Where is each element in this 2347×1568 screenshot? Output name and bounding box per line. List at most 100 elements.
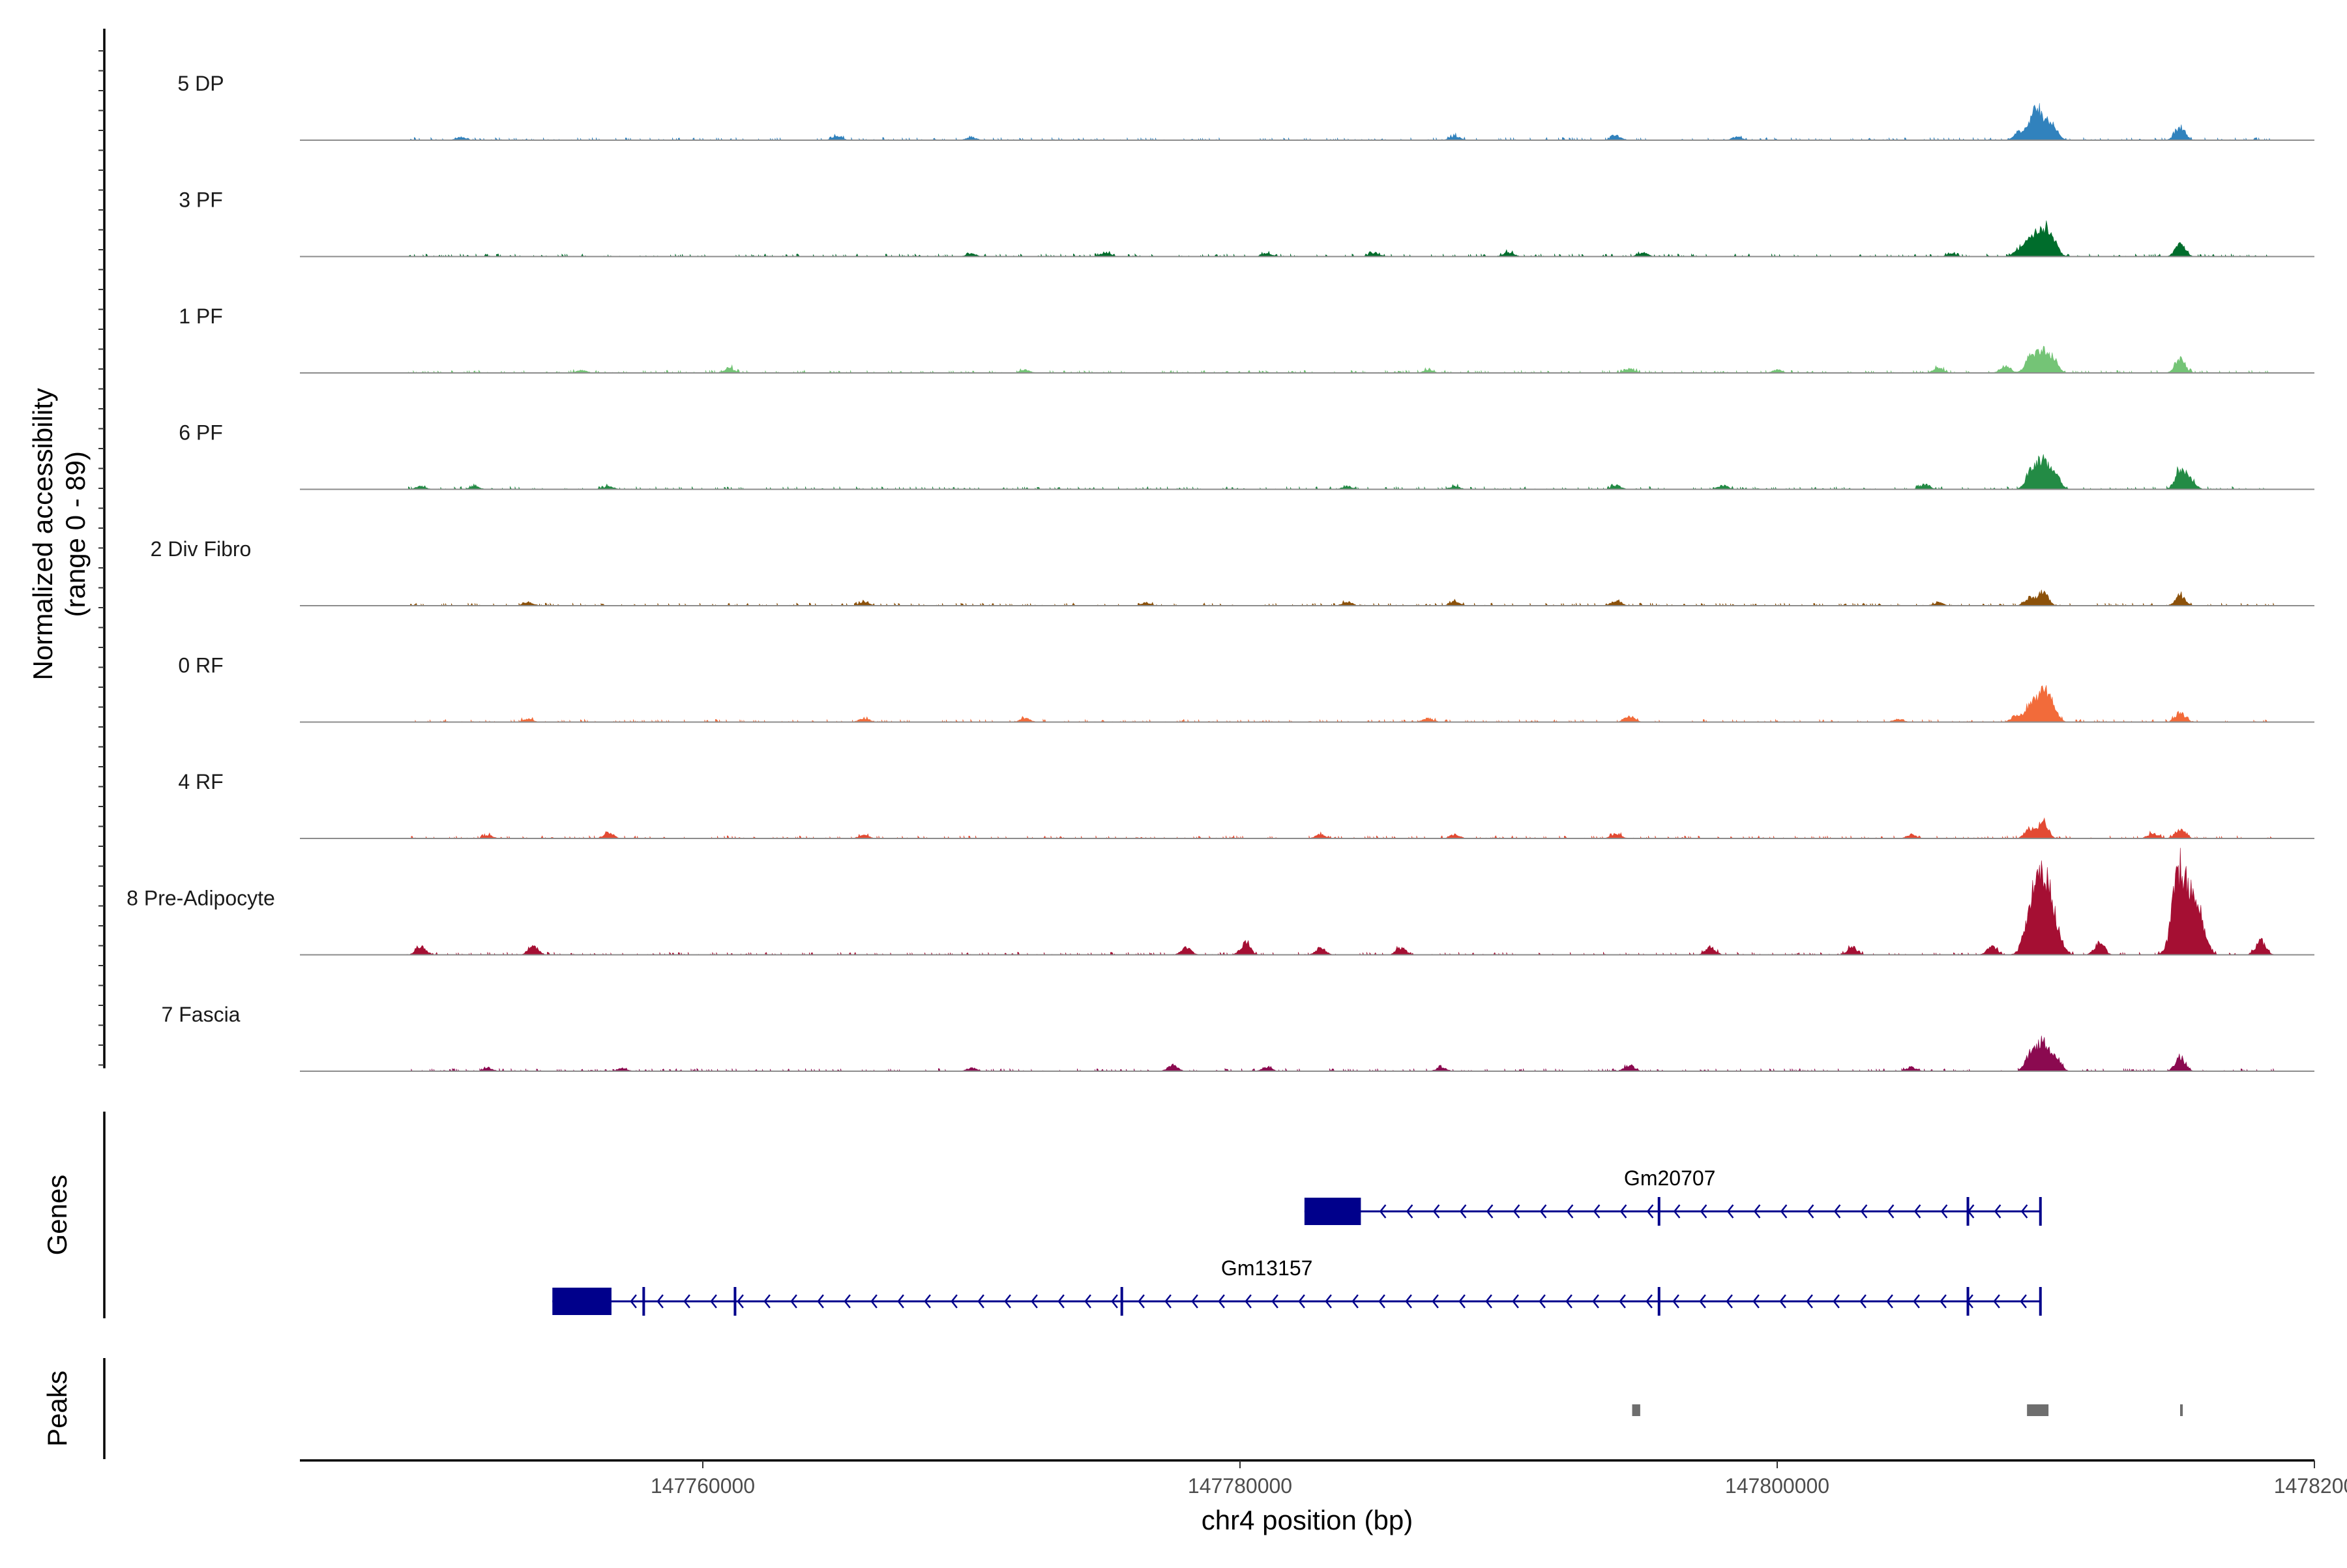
gene-strand-arrow — [1138, 1294, 1145, 1309]
gene-strand-arrow — [1994, 1204, 2001, 1219]
gene-gm20707: Gm20707 — [1304, 1166, 2042, 1226]
peak-region — [2180, 1404, 2183, 1416]
track-7-fascia: 7 Fascia — [162, 1003, 2314, 1072]
gene-utr-block — [1304, 1198, 1361, 1225]
gene-strand-arrow — [1646, 1204, 1654, 1219]
track-coverage-area — [300, 346, 2275, 374]
gene-strand-arrow — [1111, 1294, 1118, 1309]
track-4-rf: 4 RF — [178, 770, 2314, 839]
gene-strand-arrow — [1726, 1294, 1733, 1309]
gene-strand-arrow — [2020, 1204, 2028, 1219]
track-coverage-area — [300, 685, 2275, 722]
track-3-pf: 3 PF — [179, 188, 2314, 258]
gene-strand-arrow — [1940, 1204, 1948, 1219]
gene-strand-arrow — [630, 1294, 637, 1309]
gene-strand-arrow — [1218, 1294, 1225, 1309]
gene-strand-arrow — [1887, 1204, 1895, 1219]
gene-strand-arrow — [1726, 1204, 1734, 1219]
gene-strand-arrow — [763, 1294, 771, 1309]
gene-strand-arrow — [1753, 1204, 1761, 1219]
gene-strand-arrow — [1406, 1204, 1413, 1219]
gene-strand-arrow — [1405, 1294, 1412, 1309]
gene-strand-arrow — [1245, 1294, 1252, 1309]
track-coverage-area — [300, 848, 2275, 955]
gene-strand-arrow — [1592, 1294, 1599, 1309]
gene-strand-arrow — [1779, 1294, 1786, 1309]
gene-strand-arrow — [1298, 1294, 1305, 1309]
gene-strand-arrow — [1325, 1294, 1332, 1309]
track-1-pf: 1 PF — [179, 304, 2314, 374]
gene-strand-arrow — [1700, 1204, 1707, 1219]
gene-strand-arrow — [1646, 1294, 1653, 1309]
gene-strand-arrow — [1619, 1204, 1627, 1219]
gene-strand-arrow — [1752, 1294, 1760, 1309]
gene-label: Gm20707 — [1624, 1166, 1716, 1190]
gene-strand-arrow — [1565, 1294, 1572, 1309]
gene-utr-block — [552, 1288, 612, 1315]
peak-region — [2027, 1404, 2049, 1416]
track-coverage-area — [300, 817, 2275, 839]
gene-strand-arrow — [657, 1294, 664, 1309]
gene-strand-arrow — [737, 1294, 744, 1309]
track-label: 7 Fascia — [162, 1003, 241, 1026]
coverage-tracks: 5 DP 3 PF 1 PF 6 PF 2 Div Fibro 0 RF 4 RF 8 Pre… — [126, 72, 2314, 1072]
track-6-pf: 6 PF — [179, 421, 2314, 490]
gene-strand-arrow — [844, 1294, 851, 1309]
track-label: 1 PF — [179, 304, 223, 328]
gene-strand-arrow — [1513, 1204, 1520, 1219]
gene-strand-arrow — [1780, 1204, 1788, 1219]
gene-strand-arrow — [1833, 1294, 1840, 1309]
peak-track — [103, 1358, 2183, 1459]
gene-strand-arrow — [1860, 1204, 1868, 1219]
gene-strand-arrow — [2020, 1294, 2027, 1309]
gene-strand-arrow — [1057, 1294, 1065, 1309]
track-label: 2 Div Fibro — [151, 537, 252, 561]
gene-strand-arrow — [1379, 1204, 1387, 1219]
track-coverage-area — [300, 103, 2275, 141]
peak-region — [1632, 1404, 1640, 1416]
track-0-rf: 0 RF — [178, 654, 2314, 723]
y-axis-title: Normalized accessibility — [27, 388, 58, 680]
gene-strand-arrow — [1432, 1294, 1439, 1309]
gene-strand-arrow — [1458, 1294, 1466, 1309]
gene-strand-arrow — [1378, 1294, 1385, 1309]
gene-strand-arrow — [870, 1294, 878, 1309]
x-axis: 147760000 147780000 147800000 1478200 — [300, 1459, 2347, 1498]
gene-strand-arrow — [977, 1294, 984, 1309]
gene-strand-arrow — [1432, 1204, 1440, 1219]
gene-strand-arrow — [1191, 1294, 1198, 1309]
gene-strand-arrow — [1940, 1294, 1947, 1309]
gene-strand-arrow — [1004, 1294, 1011, 1309]
gene-strand-arrow — [1619, 1294, 1626, 1309]
track-5-dp: 5 DP — [177, 72, 2314, 141]
gene-strand-arrow — [683, 1294, 690, 1309]
gene-strand-arrow — [1566, 1204, 1574, 1219]
gene-strand-arrow — [1913, 1204, 1921, 1219]
gene-strand-arrow — [1807, 1204, 1814, 1219]
gene-strand-arrow — [1539, 1204, 1547, 1219]
track-label: 6 PF — [179, 421, 223, 445]
gene-strand-arrow — [1031, 1294, 1038, 1309]
gene-strand-arrow — [951, 1294, 958, 1309]
gene-strand-arrow — [1699, 1294, 1706, 1309]
gene-strand-arrow — [790, 1294, 797, 1309]
gene-strand-arrow — [1673, 1204, 1681, 1219]
gene-strand-arrow — [1485, 1294, 1492, 1309]
gene-strand-arrow — [1512, 1294, 1519, 1309]
gene-strand-arrow — [817, 1294, 824, 1309]
track-8-pre-adipocyte: 8 Pre-Adipocyte — [126, 848, 2314, 956]
gene-strand-arrow — [1967, 1204, 1975, 1219]
gene-strand-arrow — [1164, 1294, 1172, 1309]
x-axis-title: chr4 position (bp) — [1202, 1505, 1413, 1535]
y-axis-range: (range 0 - 89) — [60, 451, 91, 617]
gene-label: Gm13157 — [1221, 1256, 1313, 1280]
gene-strand-arrow — [1459, 1204, 1467, 1219]
track-coverage-area — [300, 1035, 2275, 1072]
genes-axis-title: Genes — [42, 1175, 72, 1256]
track-coverage-area — [300, 454, 2275, 490]
peaks-axis-title: Peaks — [42, 1370, 72, 1447]
gene-strand-arrow — [1539, 1294, 1546, 1309]
x-tick-label: 1478200 — [2274, 1474, 2347, 1498]
gene-strand-arrow — [897, 1294, 904, 1309]
